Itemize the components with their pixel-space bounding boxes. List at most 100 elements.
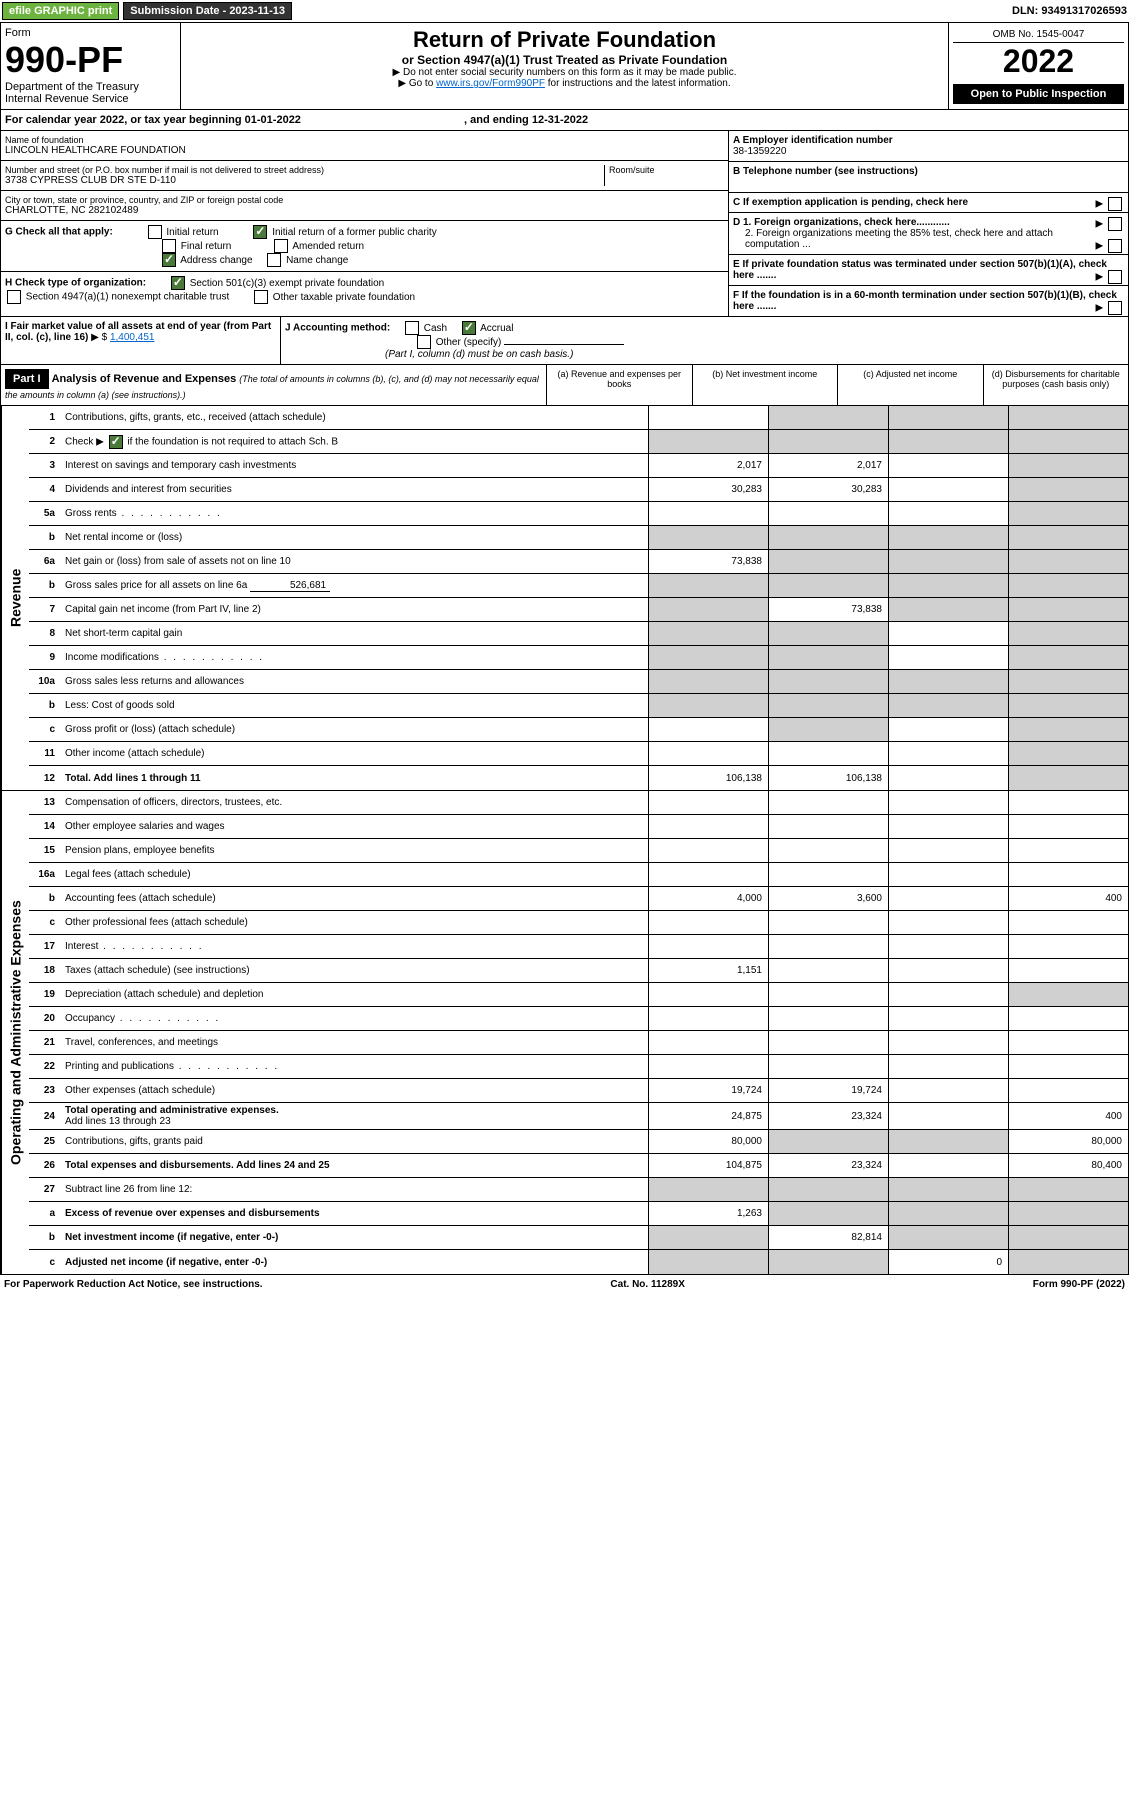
- revenue-label: Revenue: [1, 406, 29, 790]
- r6a: Net gain or (loss) from sale of assets n…: [61, 554, 648, 569]
- d1-label: D 1. Foreign organizations, check here..…: [733, 217, 950, 228]
- note2-pre: ▶ Go to: [398, 78, 436, 89]
- form-subtitle: or Section 4947(a)(1) Trust Treated as P…: [185, 53, 944, 67]
- r12b: 106,138: [768, 766, 888, 790]
- city: CHARLOTTE, NC 282102489: [5, 205, 724, 216]
- i-j-row: I Fair market value of all assets at end…: [0, 317, 1129, 365]
- entity-info: Name of foundation LINCOLN HEALTHCARE FO…: [0, 131, 1129, 317]
- dln: DLN: 93491317026593: [1012, 5, 1127, 17]
- r23b: 19,724: [768, 1079, 888, 1102]
- g-name-change: Name change: [286, 255, 348, 266]
- g-initial-former: Initial return of a former public charit…: [272, 227, 437, 238]
- part1-label: Part I: [5, 369, 49, 389]
- other-checkbox[interactable]: [417, 335, 431, 349]
- col-c-hdr: (c) Adjusted net income: [837, 365, 983, 405]
- r27c-c: 0: [888, 1250, 1008, 1274]
- r1: Contributions, gifts, grants, etc., rece…: [61, 410, 648, 425]
- r21: Travel, conferences, and meetings: [61, 1035, 648, 1050]
- efile-button[interactable]: efile GRAPHIC print: [2, 2, 119, 20]
- r27a-a: 1,263: [648, 1202, 768, 1225]
- r3a: 2,017: [648, 454, 768, 477]
- room-label: Room/suite: [609, 165, 724, 175]
- initial-former-checkbox[interactable]: [253, 225, 267, 239]
- foundation-name: LINCOLN HEALTHCARE FOUNDATION: [5, 145, 724, 156]
- d2-checkbox[interactable]: [1108, 239, 1122, 253]
- note2-post: for instructions and the latest informat…: [545, 78, 731, 89]
- addr-label: Number and street (or P.O. box number if…: [5, 165, 604, 175]
- expenses-label: Operating and Administrative Expenses: [1, 791, 29, 1274]
- form-header: Form 990-PF Department of the Treasury I…: [0, 22, 1129, 110]
- r16c: Other professional fees (attach schedule…: [61, 915, 648, 930]
- r6a-a: 73,838: [648, 550, 768, 573]
- other-tax-checkbox[interactable]: [254, 290, 268, 304]
- r25: Contributions, gifts, grants paid: [61, 1134, 648, 1149]
- r16a: Legal fees (attach schedule): [61, 867, 648, 882]
- form-link[interactable]: www.irs.gov/Form990PF: [436, 78, 545, 89]
- r12: Total. Add lines 1 through 11: [61, 771, 648, 786]
- r26b: 23,324: [768, 1154, 888, 1177]
- f-label: F If the foundation is in a 60-month ter…: [733, 290, 1117, 312]
- h-label: H Check type of organization:: [5, 278, 146, 289]
- revenue-section: Revenue 1Contributions, gifts, grants, e…: [0, 406, 1129, 791]
- r25a: 80,000: [648, 1130, 768, 1153]
- final-checkbox[interactable]: [162, 239, 176, 253]
- r16b: Accounting fees (attach schedule): [61, 891, 648, 906]
- r16bb: 3,600: [768, 887, 888, 910]
- col-a-hdr: (a) Revenue and expenses per books: [546, 365, 692, 405]
- g-label: G Check all that apply:: [5, 227, 113, 238]
- footer-left: For Paperwork Reduction Act Notice, see …: [4, 1279, 263, 1290]
- r4: Dividends and interest from securities: [61, 482, 648, 497]
- c3-checkbox[interactable]: [171, 276, 185, 290]
- submission-date: Submission Date - 2023-11-13: [123, 2, 292, 20]
- name-change-checkbox[interactable]: [267, 253, 281, 267]
- e-checkbox[interactable]: [1108, 270, 1122, 284]
- g-amended: Amended return: [292, 241, 364, 252]
- r10a: Gross sales less returns and allowances: [61, 674, 648, 689]
- e-label: E If private foundation status was termi…: [733, 259, 1107, 281]
- r3b: 2,017: [768, 454, 888, 477]
- r7: Capital gain net income (from Part IV, l…: [61, 602, 648, 617]
- r7b: 73,838: [768, 598, 888, 621]
- r23: Other expenses (attach schedule): [61, 1083, 648, 1098]
- r27a: Excess of revenue over expenses and disb…: [61, 1206, 648, 1221]
- r22: Printing and publications: [61, 1059, 648, 1074]
- form-number: 990-PF: [5, 39, 176, 81]
- r26d: 80,400: [1008, 1154, 1128, 1177]
- tel-label: B Telephone number (see instructions): [733, 166, 1124, 177]
- accrual-checkbox[interactable]: [462, 321, 476, 335]
- r20: Occupancy: [61, 1011, 648, 1026]
- ein: 38-1359220: [733, 146, 1124, 157]
- g-initial: Initial return: [166, 227, 218, 238]
- name-label: Name of foundation: [5, 135, 724, 145]
- calendar-year-row: For calendar year 2022, or tax year begi…: [0, 110, 1129, 131]
- r24a: 24,875: [648, 1103, 768, 1129]
- r6b-val: 526,681: [250, 580, 330, 592]
- initial-checkbox[interactable]: [148, 225, 162, 239]
- r27: Subtract line 26 from line 12:: [61, 1182, 648, 1197]
- top-bar: efile GRAPHIC print Submission Date - 20…: [0, 0, 1129, 22]
- r16ba: 4,000: [648, 887, 768, 910]
- amended-checkbox[interactable]: [274, 239, 288, 253]
- city-label: City or town, state or province, country…: [5, 195, 724, 205]
- ein-label: A Employer identification number: [733, 135, 1124, 146]
- r25d: 80,000: [1008, 1130, 1128, 1153]
- r5a: Gross rents: [61, 506, 648, 521]
- i-value[interactable]: 1,400,451: [110, 332, 155, 343]
- cash-checkbox[interactable]: [405, 321, 419, 335]
- f-checkbox[interactable]: [1108, 301, 1122, 315]
- h-other-tax: Other taxable private foundation: [273, 292, 415, 303]
- s4947-checkbox[interactable]: [7, 290, 21, 304]
- r9: Income modifications: [61, 650, 648, 665]
- g-addr-change: Address change: [180, 255, 252, 266]
- part1-title: Analysis of Revenue and Expenses: [52, 373, 237, 385]
- c-checkbox[interactable]: [1108, 197, 1122, 211]
- cal-pre: For calendar year 2022, or tax year begi…: [5, 114, 245, 126]
- r19: Depreciation (attach schedule) and deple…: [61, 987, 648, 1002]
- d1-checkbox[interactable]: [1108, 217, 1122, 231]
- r2-checkbox[interactable]: [109, 435, 123, 449]
- r5b: Net rental income or (loss): [61, 530, 648, 545]
- j-label: J Accounting method:: [285, 323, 390, 334]
- r26: Total expenses and disbursements. Add li…: [61, 1158, 648, 1173]
- r24: Total operating and administrative expen…: [61, 1103, 648, 1129]
- addr-change-checkbox[interactable]: [162, 253, 176, 267]
